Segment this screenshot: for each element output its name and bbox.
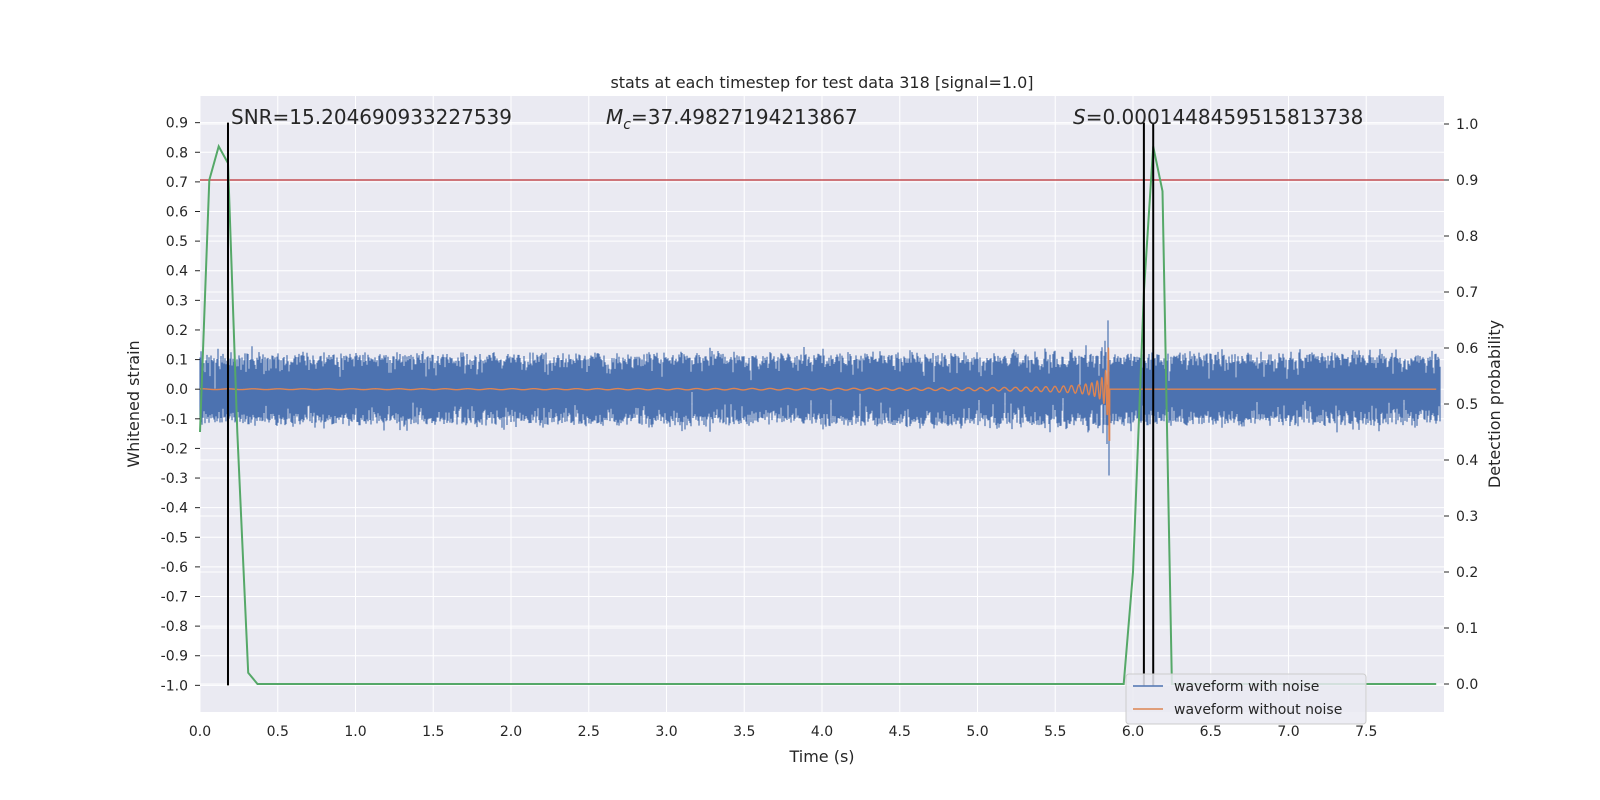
y-tick-label-left: -0.8 xyxy=(161,619,188,635)
y-tick-label-left: -0.2 xyxy=(161,441,188,457)
y-axis-label-left: Whitened strain xyxy=(124,340,143,467)
x-tick-label: 3.5 xyxy=(733,724,755,740)
y-tick-label-right: 0.9 xyxy=(1456,173,1478,189)
y-tick-label-right: 0.1 xyxy=(1456,621,1478,637)
annotation-mc-subscript: c xyxy=(623,117,631,133)
y-tick-label-left: -0.9 xyxy=(161,649,188,665)
annotation-mc: Mc=37.49827194213867 xyxy=(606,105,858,133)
y-tick-label-left: -0.4 xyxy=(161,501,188,517)
x-tick-label: 6.5 xyxy=(1200,724,1222,740)
y-tick-label-right: 0.5 xyxy=(1456,397,1478,413)
x-tick-label: 4.0 xyxy=(811,724,833,740)
annotation-mc-value: =37.49827194213867 xyxy=(631,105,858,129)
chart-title: stats at each timestep for test data 318… xyxy=(610,73,1033,92)
y-tick-label-left: 0.1 xyxy=(166,353,188,369)
y-tick-label-right: 0.8 xyxy=(1456,229,1478,245)
y-tick-label-left: -0.3 xyxy=(161,471,188,487)
annotation-s: S=0.0001448459515813738 xyxy=(1073,105,1363,129)
series-waveform-without-noise xyxy=(199,347,1437,441)
x-tick-label: 5.0 xyxy=(966,724,988,740)
x-axis-label: Time (s) xyxy=(788,747,854,766)
y-tick-label-right: 0.2 xyxy=(1456,565,1478,581)
y-tick-label-left: 0.7 xyxy=(166,175,188,191)
x-tick-label: 2.0 xyxy=(500,724,522,740)
legend: waveform with noise waveform without noi… xyxy=(1125,673,1367,725)
y-tick-label-left: 0.0 xyxy=(166,382,188,398)
y-tick-label-right: 0.3 xyxy=(1456,509,1478,525)
y-tick-label-left: -0.1 xyxy=(161,412,188,428)
x-tick-label: 1.0 xyxy=(344,724,366,740)
x-tick-label: 7.0 xyxy=(1277,724,1299,740)
y-tick-label-left: 0.3 xyxy=(166,293,188,309)
y-tick-label-left: 0.5 xyxy=(166,234,188,250)
x-tick-label: 0.0 xyxy=(189,724,211,740)
y-tick-label-left: 0.4 xyxy=(166,264,188,280)
x-tick-label: 4.5 xyxy=(889,724,911,740)
y-tick-label-left: 0.6 xyxy=(166,205,188,221)
legend-box xyxy=(1125,673,1367,725)
y-tick-label-left: -0.5 xyxy=(161,530,188,546)
x-tick-label: 1.5 xyxy=(422,724,444,740)
legend-label-noise: waveform with noise xyxy=(1174,679,1319,695)
y-tick-label-left: -0.7 xyxy=(161,590,188,606)
y-tick-label-left: 0.9 xyxy=(166,116,188,132)
y-tick-label-right: 0.7 xyxy=(1456,285,1478,301)
y-tick-label-right: 1.0 xyxy=(1456,117,1478,133)
y-tick-label-right: 0.4 xyxy=(1456,453,1478,469)
annotation-s-symbol: S xyxy=(1073,105,1086,129)
x-tick-label: 7.5 xyxy=(1355,724,1377,740)
legend-label-clean: waveform without noise xyxy=(1174,702,1342,718)
annotation-snr: SNR=15.204690933227539 xyxy=(231,105,512,129)
x-tick-label: 3.0 xyxy=(655,724,677,740)
y-tick-label-left: -1.0 xyxy=(161,678,188,694)
y-tick-label-right: 0.6 xyxy=(1456,341,1478,357)
x-tick-label: 6.0 xyxy=(1122,724,1144,740)
annotation-mc-symbol: M xyxy=(606,105,623,129)
axis-layer: 0.0 0.5 1.0 1.5 2.0 2.5 3.0 3.5 4.0 4.5 5.0 5.5 6.0 6… xyxy=(161,116,1479,740)
annotation-s-value: =0.0001448459515813738 xyxy=(1086,105,1364,129)
x-tick-label: 0.5 xyxy=(267,724,289,740)
y-tick-label-left: -0.6 xyxy=(161,560,188,576)
y-axis-label-right: Detection probability xyxy=(1485,320,1504,488)
x-tick-label: 2.5 xyxy=(578,724,600,740)
x-tick-label: 5.5 xyxy=(1044,724,1066,740)
y-tick-label-right: 0.0 xyxy=(1456,677,1478,693)
data-layer xyxy=(199,122,1444,686)
y-tick-label-left: 0.2 xyxy=(166,323,188,339)
y-tick-label-left: 0.8 xyxy=(166,145,188,161)
